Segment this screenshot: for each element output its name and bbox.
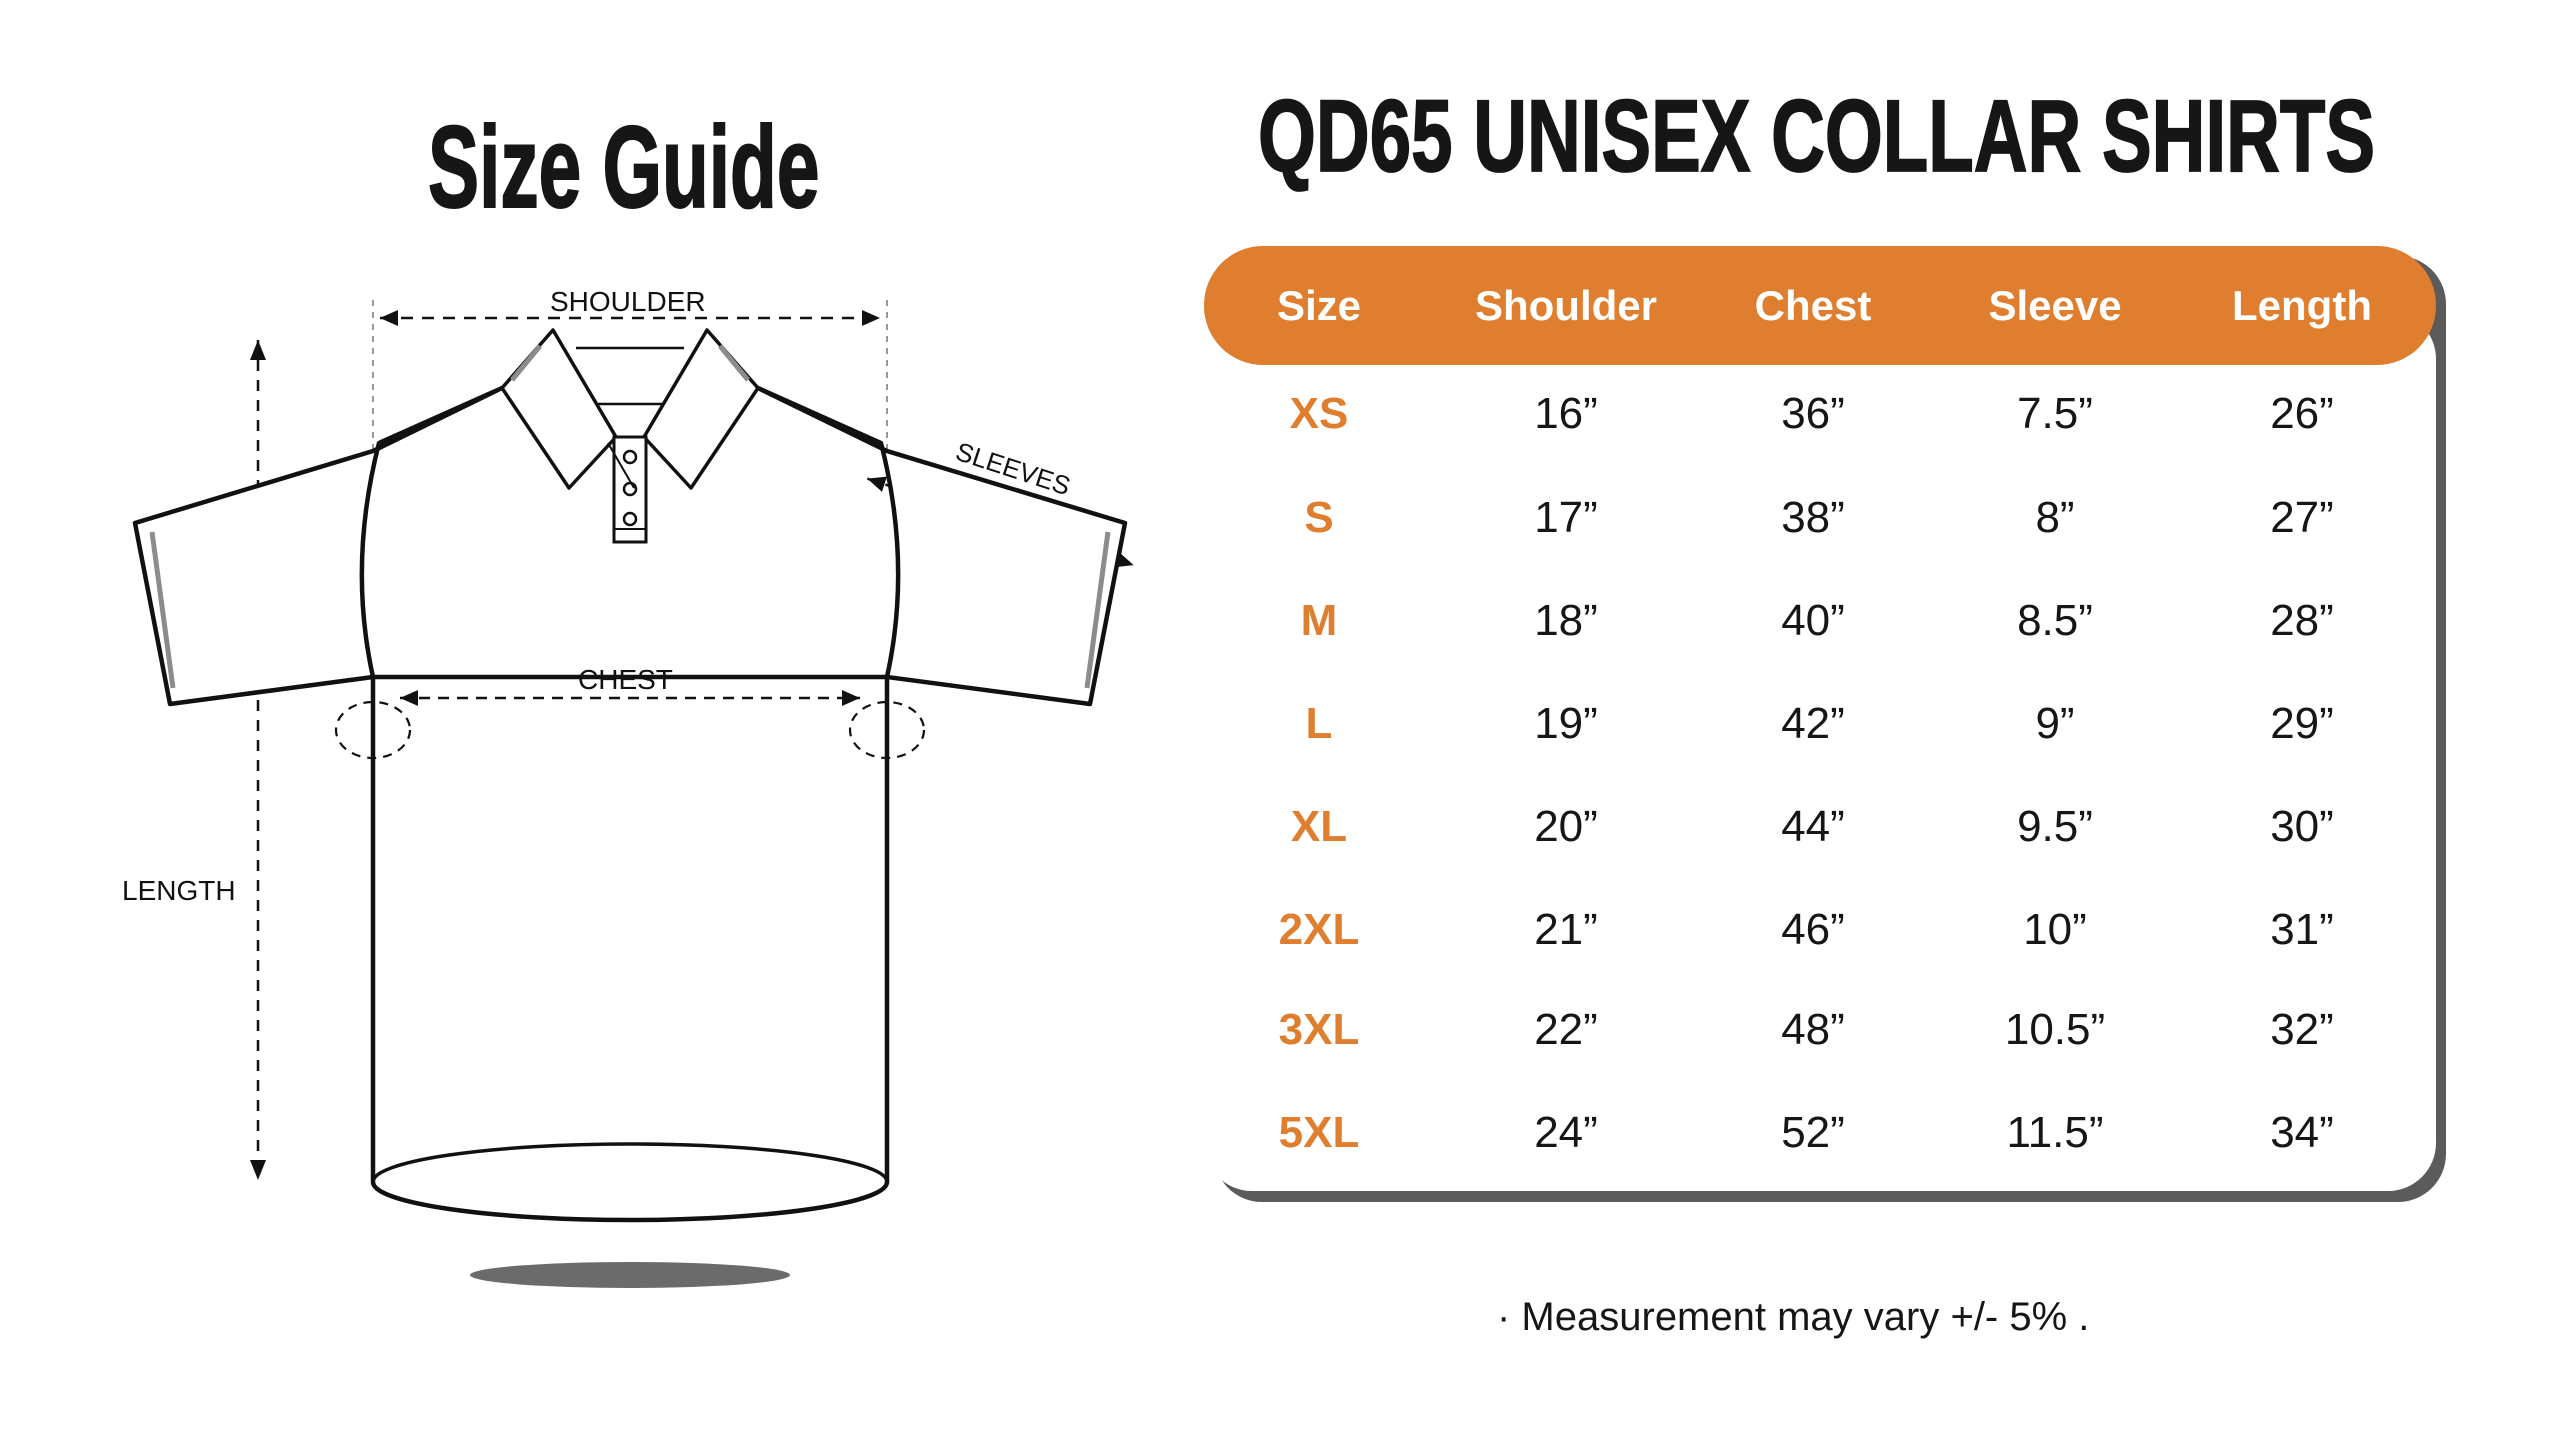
svg-text:CHEST: CHEST — [578, 664, 673, 695]
svg-text:SHOULDER: SHOULDER — [550, 286, 706, 317]
svg-text:LENGTH: LENGTH — [122, 875, 236, 906]
